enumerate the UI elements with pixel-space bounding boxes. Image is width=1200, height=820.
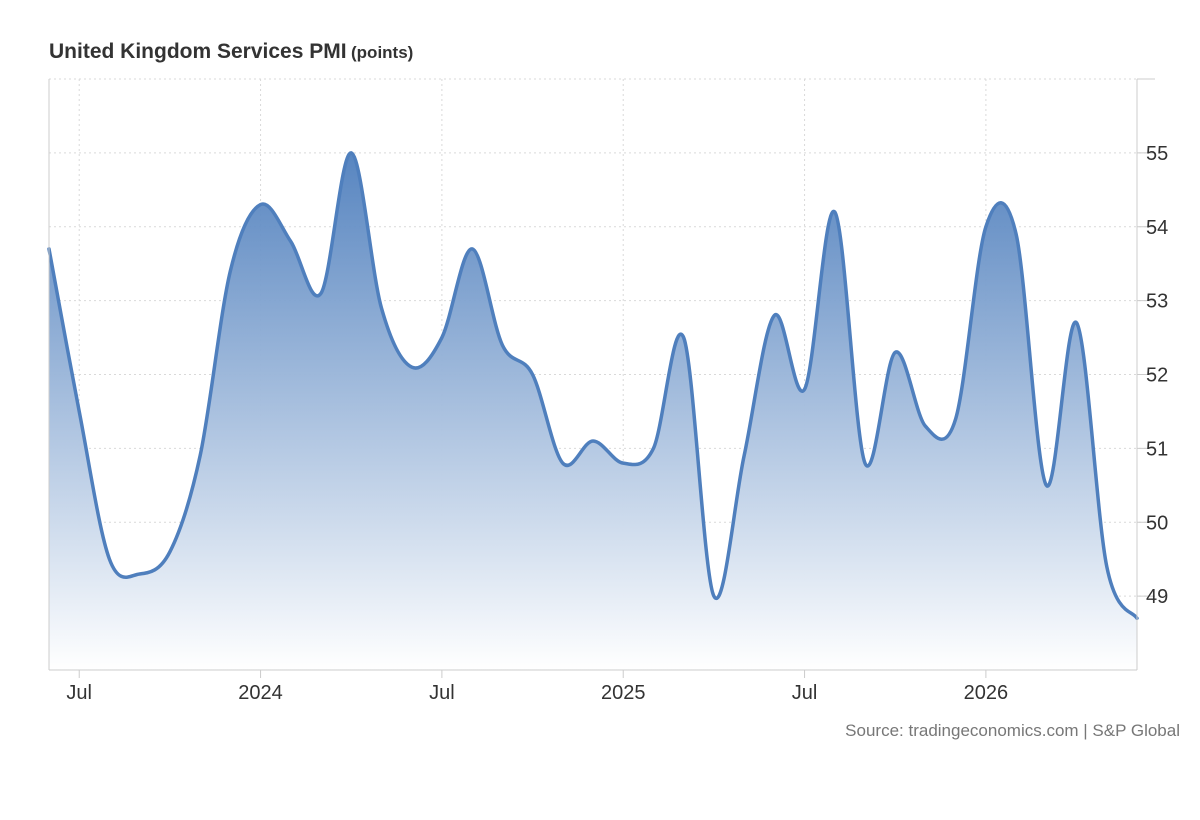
x-tick-label: 2026 bbox=[964, 682, 1009, 704]
y-tick-label: 50 bbox=[1146, 512, 1168, 534]
chart-title: United Kingdom Services PMI (points) bbox=[49, 40, 413, 64]
y-tick-label: 52 bbox=[1146, 365, 1168, 387]
chart-title-text: United Kingdom Services PMI bbox=[49, 40, 347, 63]
x-tick-label: Jul bbox=[792, 682, 818, 704]
y-tick-label: 49 bbox=[1146, 586, 1168, 608]
chart-title-unit: (points) bbox=[351, 43, 414, 62]
y-tick-label: 55 bbox=[1146, 143, 1168, 165]
y-tick-label: 51 bbox=[1146, 438, 1168, 460]
x-tick-label: 2024 bbox=[238, 682, 283, 704]
source-attribution: Source: tradingeconomics.com | S&P Globa… bbox=[845, 721, 1180, 740]
x-tick-label: 2025 bbox=[601, 682, 646, 704]
x-tick-label: Jul bbox=[66, 682, 92, 704]
series-line bbox=[47, 151, 1139, 621]
y-tick-label: 53 bbox=[1146, 291, 1168, 313]
chart-area: 49 50 51 52 53 54 55 Jul 2024 Jul 2025 Jul 2026 bbox=[47, 78, 1168, 704]
y-tick-label: 54 bbox=[1146, 217, 1168, 239]
series-area-fill bbox=[49, 152, 1137, 670]
x-tick-label: Jul bbox=[429, 682, 455, 704]
